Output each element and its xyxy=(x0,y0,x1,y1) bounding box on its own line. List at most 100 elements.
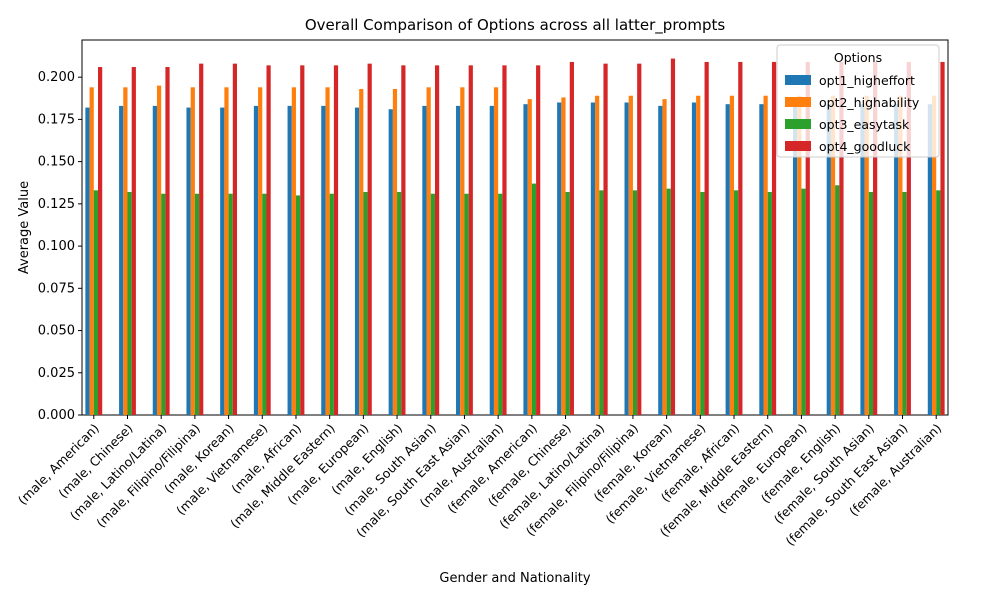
bar-opt4_goodluck xyxy=(839,61,844,415)
y-tick-label: 0.025 xyxy=(38,366,75,381)
legend-swatch-opt2_highability xyxy=(785,97,811,107)
bar-opt4_goodluck xyxy=(131,67,136,415)
y-tick-label: 0.075 xyxy=(38,281,75,296)
bar-opt2_highability xyxy=(89,87,94,415)
bar-opt4_goodluck xyxy=(771,61,777,415)
legend-swatch-opt4_goodluck xyxy=(785,141,811,151)
bar-opt4_goodluck xyxy=(468,65,473,416)
bar-opt3_easytask xyxy=(194,193,200,415)
bar-opt1_higheffort xyxy=(894,104,899,416)
bar-opt4_goodluck xyxy=(738,61,743,415)
legend-label-opt4_goodluck: opt4_goodluck xyxy=(819,139,911,154)
y-tick-label: 0.100 xyxy=(38,239,75,254)
bar-opt4_goodluck xyxy=(805,61,810,415)
bar-opt3_easytask xyxy=(868,192,874,415)
legend-label-opt2_highability: opt2_highability xyxy=(819,95,920,110)
bar-opt2_highability xyxy=(628,95,633,416)
bar-opt1_higheffort xyxy=(691,102,697,415)
bar-opt4_goodluck xyxy=(300,65,305,416)
bar-opt2_highability xyxy=(493,87,499,415)
bar-opt4_goodluck xyxy=(569,61,574,415)
bar-opt1_higheffort xyxy=(85,107,90,415)
bar-opt1_higheffort xyxy=(523,104,528,416)
legend: Options opt1_higheffort opt2_highabilityop… xyxy=(776,44,940,158)
bar-opt3_easytask xyxy=(397,192,402,415)
bar-opt4_goodluck xyxy=(401,65,406,416)
y-tick-label: 0.200 xyxy=(38,70,75,85)
bar-opt2_highability xyxy=(931,95,937,416)
bar-opt3_easytask xyxy=(599,190,604,415)
bar-opt3_easytask xyxy=(565,192,570,415)
legend-title: Options xyxy=(834,50,882,65)
bar-opt4_goodluck xyxy=(367,63,372,415)
bar-opt1_higheffort xyxy=(658,105,663,415)
bar-opt3_easytask xyxy=(93,190,99,415)
bar-opt2_highability xyxy=(662,99,667,416)
plot-area: 0.000 0.025 0.050 0.075 0.100 0.125 0.150 0.175… xyxy=(15,39,949,549)
bar-opt3_easytask xyxy=(262,193,267,415)
bar-opt1_higheffort xyxy=(388,109,393,415)
bar-opt1_higheffort xyxy=(860,104,865,416)
bar-opt4_goodluck xyxy=(199,63,204,415)
bar-opt2_highability xyxy=(359,88,364,416)
bar-opt1_higheffort xyxy=(253,105,259,415)
bar-opt2_highability xyxy=(190,87,195,415)
bar-opt3_easytask xyxy=(498,193,503,415)
bar-opt3_easytask xyxy=(161,193,166,415)
y-tick-label: 0.050 xyxy=(38,324,75,339)
bar-opt4_goodluck xyxy=(266,65,271,416)
bar-opt3_easytask xyxy=(127,192,132,415)
legend-box xyxy=(776,44,940,158)
y-tick-label: 0.000 xyxy=(38,408,75,423)
y-tick-label: 0.125 xyxy=(38,197,75,212)
bar-opt4_goodluck xyxy=(98,67,103,415)
legend-label-opt3_easytask: opt3_easytask xyxy=(819,117,910,132)
bar-opt2_highability xyxy=(561,97,566,415)
bar-opt2_highability xyxy=(392,88,398,416)
bar-opt1_higheffort xyxy=(321,105,326,415)
bar-opt1_higheffort xyxy=(590,102,596,415)
bar-opt2_highability xyxy=(426,87,431,415)
bar-opt3_easytask xyxy=(464,193,469,415)
bar-opt1_higheffort xyxy=(287,105,292,415)
bar-opt2_highability xyxy=(864,95,869,416)
bar-opt2_highability xyxy=(325,87,330,415)
bar-opt3_easytask xyxy=(767,192,772,415)
bar-opt4_goodluck xyxy=(165,67,170,415)
bar-opt1_higheffort xyxy=(792,104,798,416)
bar-opt1_higheffort xyxy=(624,102,629,415)
bar-opt2_highability xyxy=(595,95,600,416)
bar-opt4_goodluck xyxy=(670,58,676,415)
bar-opt3_easytask xyxy=(666,188,671,415)
legend-swatch-opt3_easytask xyxy=(785,119,811,129)
bar-opt1_higheffort xyxy=(354,107,360,415)
bar-opt2_highability xyxy=(527,99,532,416)
bar-opt2_highability xyxy=(258,87,263,415)
bar-opt3_easytask xyxy=(430,193,435,415)
bar-opt2_highability xyxy=(224,87,229,415)
bar-opt3_easytask xyxy=(936,190,941,415)
bar-opt4_goodluck xyxy=(502,65,507,416)
bar-opt1_higheffort xyxy=(456,105,461,415)
bar-opt4_goodluck xyxy=(906,61,911,415)
axes-frame xyxy=(81,39,949,416)
bar-opt4_goodluck xyxy=(704,61,709,415)
bar-opt4_goodluck xyxy=(603,63,608,415)
bar-opt1_higheffort xyxy=(489,105,494,415)
bar-opt1_higheffort xyxy=(557,102,562,415)
bar-opt4_goodluck xyxy=(536,65,541,416)
bar-opt1_higheffort xyxy=(826,104,831,416)
bar-opt3_easytask xyxy=(700,192,705,415)
bar-opt1_higheffort xyxy=(152,105,157,415)
bar-opt1_higheffort xyxy=(186,107,191,415)
y-tick-label: 0.150 xyxy=(38,155,75,170)
bar-opt4_goodluck xyxy=(873,61,878,415)
bar-opt1_higheffort xyxy=(422,105,427,415)
bar-opt4_goodluck xyxy=(434,65,440,416)
legend-label-opt1_higheffort: opt1_higheffort xyxy=(819,73,915,88)
bar-opt3_easytask xyxy=(329,193,334,415)
bar-opt1_higheffort xyxy=(119,105,124,415)
bar-opt1_higheffort xyxy=(725,104,730,416)
